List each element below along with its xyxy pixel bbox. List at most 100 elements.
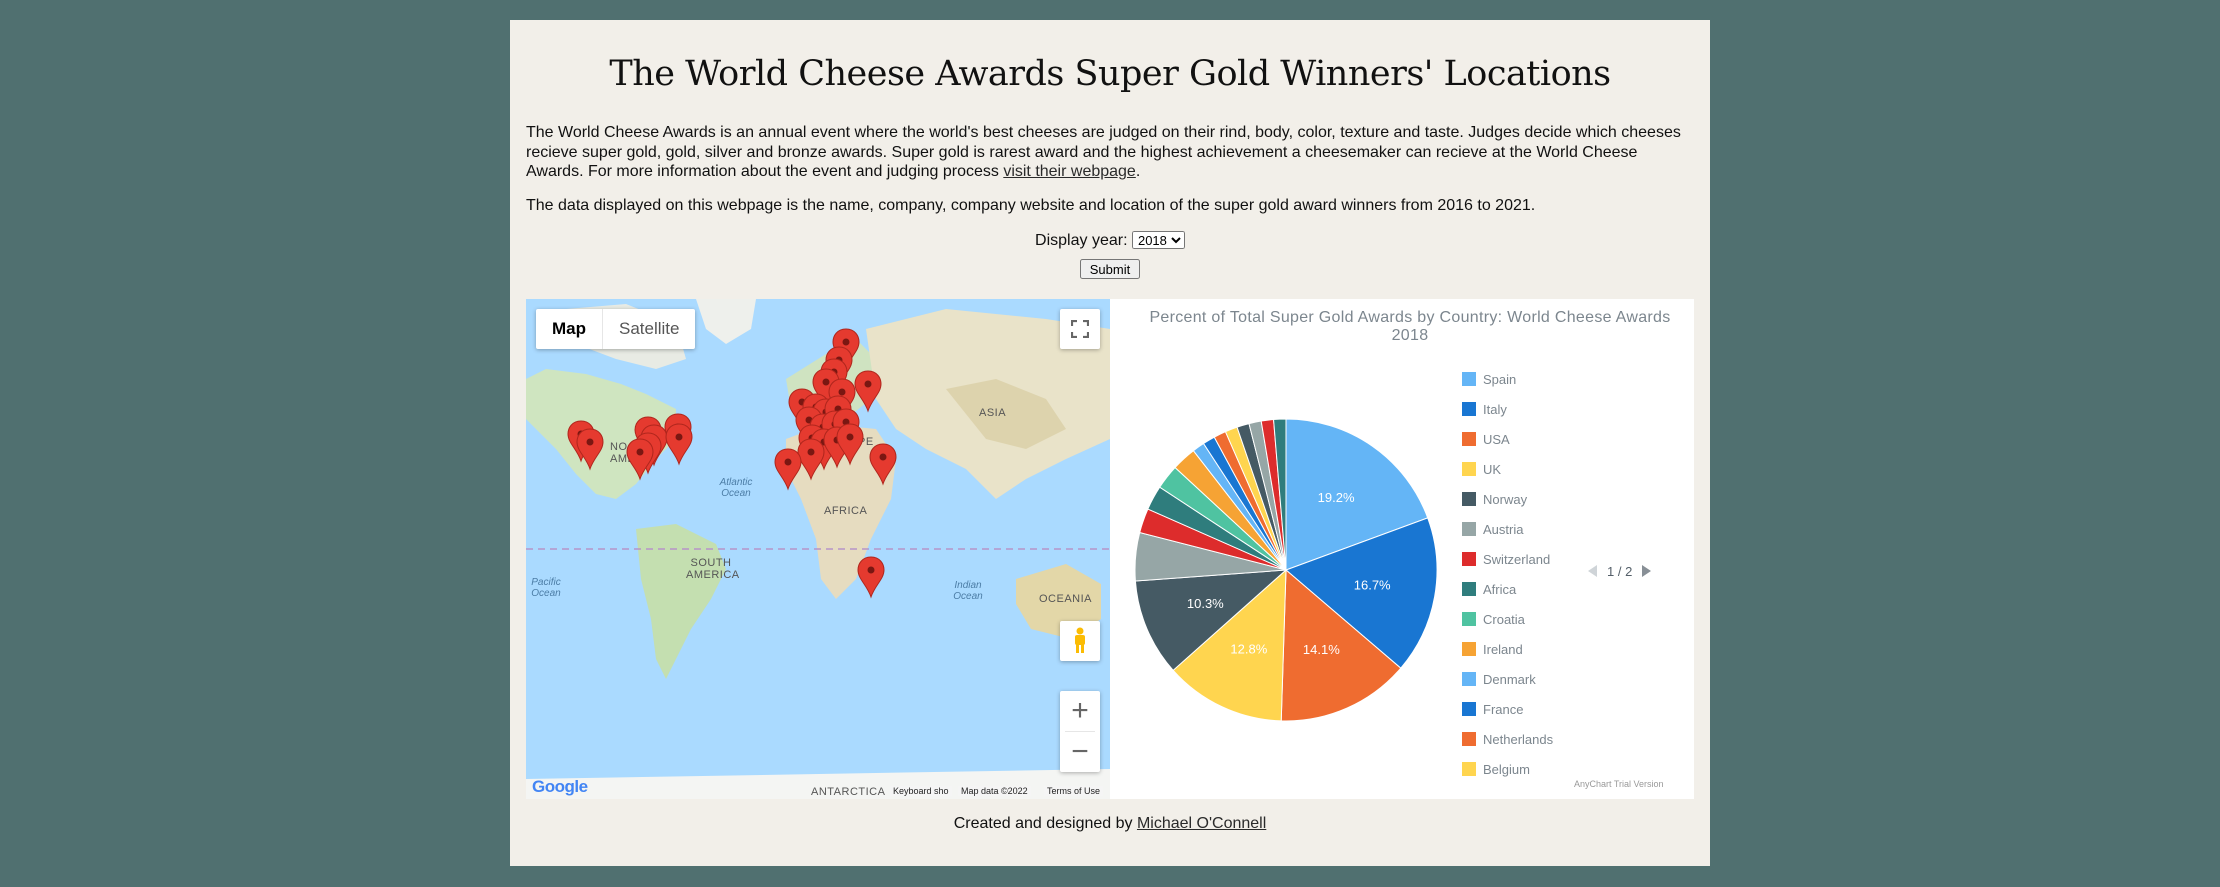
legend-item[interactable]: Croatia	[1462, 604, 1553, 634]
legend-item[interactable]: Denmark	[1462, 664, 1553, 694]
legend-item[interactable]: Italy	[1462, 394, 1553, 424]
legend-item[interactable]: Netherlands	[1462, 724, 1553, 754]
author-link[interactable]: Michael O'Connell	[1136, 815, 1267, 832]
anychart-watermark[interactable]: AnyChart Trial Version	[1574, 779, 1664, 789]
legend-label: USA	[1483, 431, 1510, 447]
zoom-out-button[interactable]: −	[1071, 735, 1089, 768]
data-paragraph: The data displayed on this webpage is th…	[526, 197, 1536, 214]
year-label: Display year:	[1035, 232, 1128, 249]
submit-row: Submit	[510, 259, 1710, 279]
legend-pager: 1 / 2	[1585, 563, 1654, 579]
label-indian: Indian Ocean	[953, 580, 983, 602]
zoom-separator	[1065, 731, 1095, 732]
legend-item[interactable]: Ireland	[1462, 634, 1553, 664]
map-marker[interactable]	[626, 438, 654, 480]
pie-chart: 19.2% 16.7% 14.1% 12.8% 10.3%	[1134, 418, 1438, 722]
fullscreen-icon	[1070, 319, 1090, 339]
legend-label: Italy	[1483, 401, 1507, 417]
pie-data-label: 14.1%	[1303, 642, 1340, 657]
map-marker[interactable]	[797, 438, 825, 480]
legend-label: Denmark	[1483, 671, 1536, 687]
legend-item[interactable]: Austria	[1462, 514, 1553, 544]
legend-label: Ireland	[1483, 641, 1523, 657]
legend-label: France	[1483, 701, 1524, 717]
pie-slice-usa[interactable]	[1280, 568, 1402, 722]
satellite-tab[interactable]: Satellite	[619, 319, 680, 338]
legend-swatch	[1462, 522, 1476, 536]
intro-paragraph: The World Cheese Awards is an annual eve…	[526, 123, 1698, 182]
webpage-link[interactable]: visit their webpage	[1003, 163, 1136, 180]
pie-data-label: 19.2%	[1318, 490, 1355, 505]
legend-label: Norway	[1483, 491, 1528, 507]
footer: Created and designed by Michael O'Connel…	[510, 815, 1710, 833]
map-marker[interactable]	[665, 423, 693, 465]
intro-end: .	[1135, 163, 1141, 180]
legend-swatch	[1462, 702, 1476, 716]
legend-item[interactable]: France	[1462, 694, 1553, 724]
fullscreen-button[interactable]	[1060, 309, 1100, 349]
legend-page-text: 1 / 2	[1607, 563, 1633, 579]
label-africa: AFRICA	[824, 505, 868, 517]
submit-button[interactable]: Submit	[1079, 259, 1141, 279]
map-marker[interactable]	[857, 556, 885, 598]
legend-item[interactable]: Norway	[1462, 484, 1553, 514]
label-pacific: Pacific Ocean	[531, 577, 561, 599]
google-logo[interactable]: Google	[532, 777, 588, 796]
legend-item[interactable]: Africa	[1462, 574, 1553, 604]
page-card: The World Cheese Awards Super Gold Winne…	[510, 20, 1710, 866]
legend-label: UK	[1483, 461, 1502, 477]
map-marker[interactable]	[854, 370, 882, 412]
pegman-icon	[1075, 627, 1085, 653]
legend-swatch	[1462, 612, 1476, 626]
footer-text: Created and designed by	[953, 815, 1137, 832]
legend-next-icon[interactable]	[1638, 563, 1654, 579]
legend-label: Switzerland	[1483, 551, 1551, 567]
map-marker[interactable]	[774, 448, 802, 490]
legend-label: Belgium	[1483, 761, 1530, 777]
pie-slice-italy[interactable]	[1285, 517, 1438, 669]
legend-item[interactable]: Spain	[1462, 364, 1553, 394]
pie-slice-uk[interactable]	[1172, 568, 1287, 722]
label-oceania: OCEANIA	[1039, 593, 1093, 605]
legend-item[interactable]: UK	[1462, 454, 1553, 484]
legend-item[interactable]: Belgium	[1462, 754, 1553, 784]
legend-swatch	[1462, 672, 1476, 686]
legend-label: Netherlands	[1483, 731, 1554, 747]
map-markers	[567, 328, 897, 598]
legend-label: Croatia	[1483, 611, 1525, 627]
pie-data-label: 10.3%	[1187, 596, 1224, 611]
map-marker[interactable]	[576, 428, 604, 470]
zoom-in-button[interactable]: +	[1071, 694, 1089, 727]
legend-item[interactable]: Switzerland	[1462, 544, 1553, 574]
legend-swatch	[1462, 552, 1476, 566]
chart-legend: Spain Italy USA UK Norway Austria Switzerland A…	[1462, 364, 1553, 784]
pie-slice-other-d[interactable]	[1273, 418, 1287, 571]
pie-slice-norway[interactable]	[1134, 569, 1288, 672]
google-map[interactable]: ASIA AFRICA SOUTH AMERICA OCEANIA ANTARC…	[526, 299, 1110, 799]
pie-data-label: 16.7%	[1354, 577, 1391, 592]
legend-swatch	[1462, 642, 1476, 656]
legend-swatch	[1462, 492, 1476, 506]
pie-chart-panel: Percent of Total Super Gold Awards by Co…	[1110, 299, 1694, 799]
keyboard-shortcuts-link[interactable]: Keyboard sho	[890, 786, 952, 796]
year-select[interactable]: 2018	[1131, 231, 1185, 249]
legend-swatch	[1462, 732, 1476, 746]
year-row: Display year: 2018	[510, 231, 1710, 250]
legend-item[interactable]: USA	[1462, 424, 1553, 454]
terms-link[interactable]: Terms of Use	[1044, 786, 1104, 796]
legend-swatch	[1462, 432, 1476, 446]
map-type-toggle: Map Satellite	[536, 309, 696, 349]
legend-prev-icon[interactable]	[1585, 563, 1601, 579]
pie-data-label: 12.8%	[1230, 641, 1267, 656]
legend-swatch	[1462, 582, 1476, 596]
label-asia: ASIA	[979, 407, 1007, 419]
label-atlantic: Atlantic Ocean	[719, 477, 753, 499]
page-title: The World Cheese Awards Super Gold Winne…	[609, 54, 1611, 94]
map-marker[interactable]	[869, 443, 897, 485]
legend-swatch	[1462, 762, 1476, 776]
map-tab[interactable]: Map	[536, 309, 603, 349]
street-view-button[interactable]	[1060, 621, 1100, 661]
pie-slice-spain[interactable]	[1285, 418, 1429, 571]
zoom-control: + −	[1060, 691, 1100, 772]
legend-label: Spain	[1483, 371, 1517, 387]
